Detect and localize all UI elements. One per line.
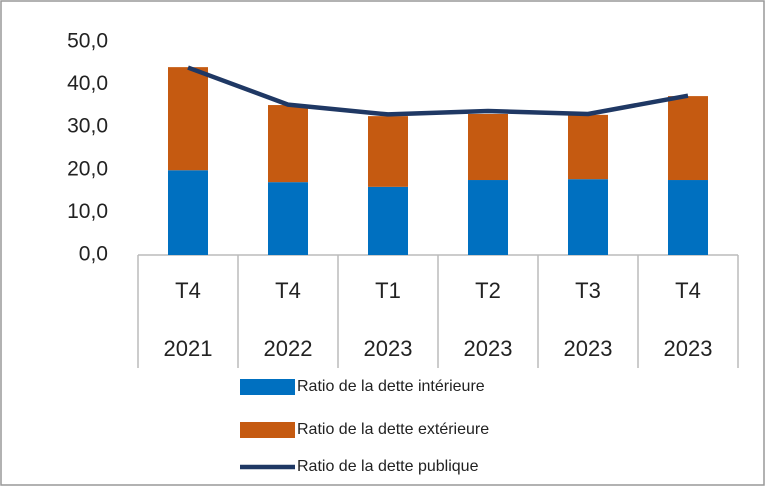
x-tick-label: T2 xyxy=(475,278,501,303)
y-tick-label: 10,0 xyxy=(67,200,108,223)
x-tick-label: T3 xyxy=(575,278,601,303)
x-tick-label: T4 xyxy=(675,278,701,303)
bar-segment xyxy=(368,116,408,187)
x-tick-label: T4 xyxy=(175,278,201,303)
bar-segment xyxy=(268,182,308,255)
x-group-label: 2023 xyxy=(364,336,413,361)
y-tick-label: 50,0 xyxy=(67,30,108,53)
bar-segment xyxy=(268,105,308,183)
legend-swatch xyxy=(240,379,295,395)
x-tick-label: T4 xyxy=(275,278,301,303)
bar-segment xyxy=(168,170,208,255)
x-group-label: 2023 xyxy=(664,336,713,361)
y-tick-label: 0,0 xyxy=(79,243,108,266)
x-tick-label: T1 xyxy=(375,278,401,303)
legend-label: Ratio de la dette publique xyxy=(297,458,479,475)
bar-segment xyxy=(468,180,508,255)
bar-segment xyxy=(168,67,208,171)
x-group-label: 2023 xyxy=(564,336,613,361)
bar-segment xyxy=(668,96,708,181)
legend-label: Ratio de la dette extérieure xyxy=(297,421,489,438)
bar-segment xyxy=(568,114,608,180)
x-group-label: 2021 xyxy=(164,336,213,361)
bar-segment xyxy=(468,113,508,181)
x-group-label: 2023 xyxy=(464,336,513,361)
x-group-label: 2022 xyxy=(264,336,313,361)
y-tick-label: 30,0 xyxy=(67,115,108,138)
bar-segment xyxy=(668,180,708,255)
legend-label: Ratio de la dette intérieure xyxy=(297,378,485,395)
y-tick-label: 20,0 xyxy=(67,157,108,180)
legend-swatch xyxy=(240,422,295,438)
line xyxy=(187,65,689,117)
bar-segment xyxy=(568,179,608,255)
y-tick-label: 40,0 xyxy=(67,72,108,95)
bar-segment xyxy=(368,186,408,255)
